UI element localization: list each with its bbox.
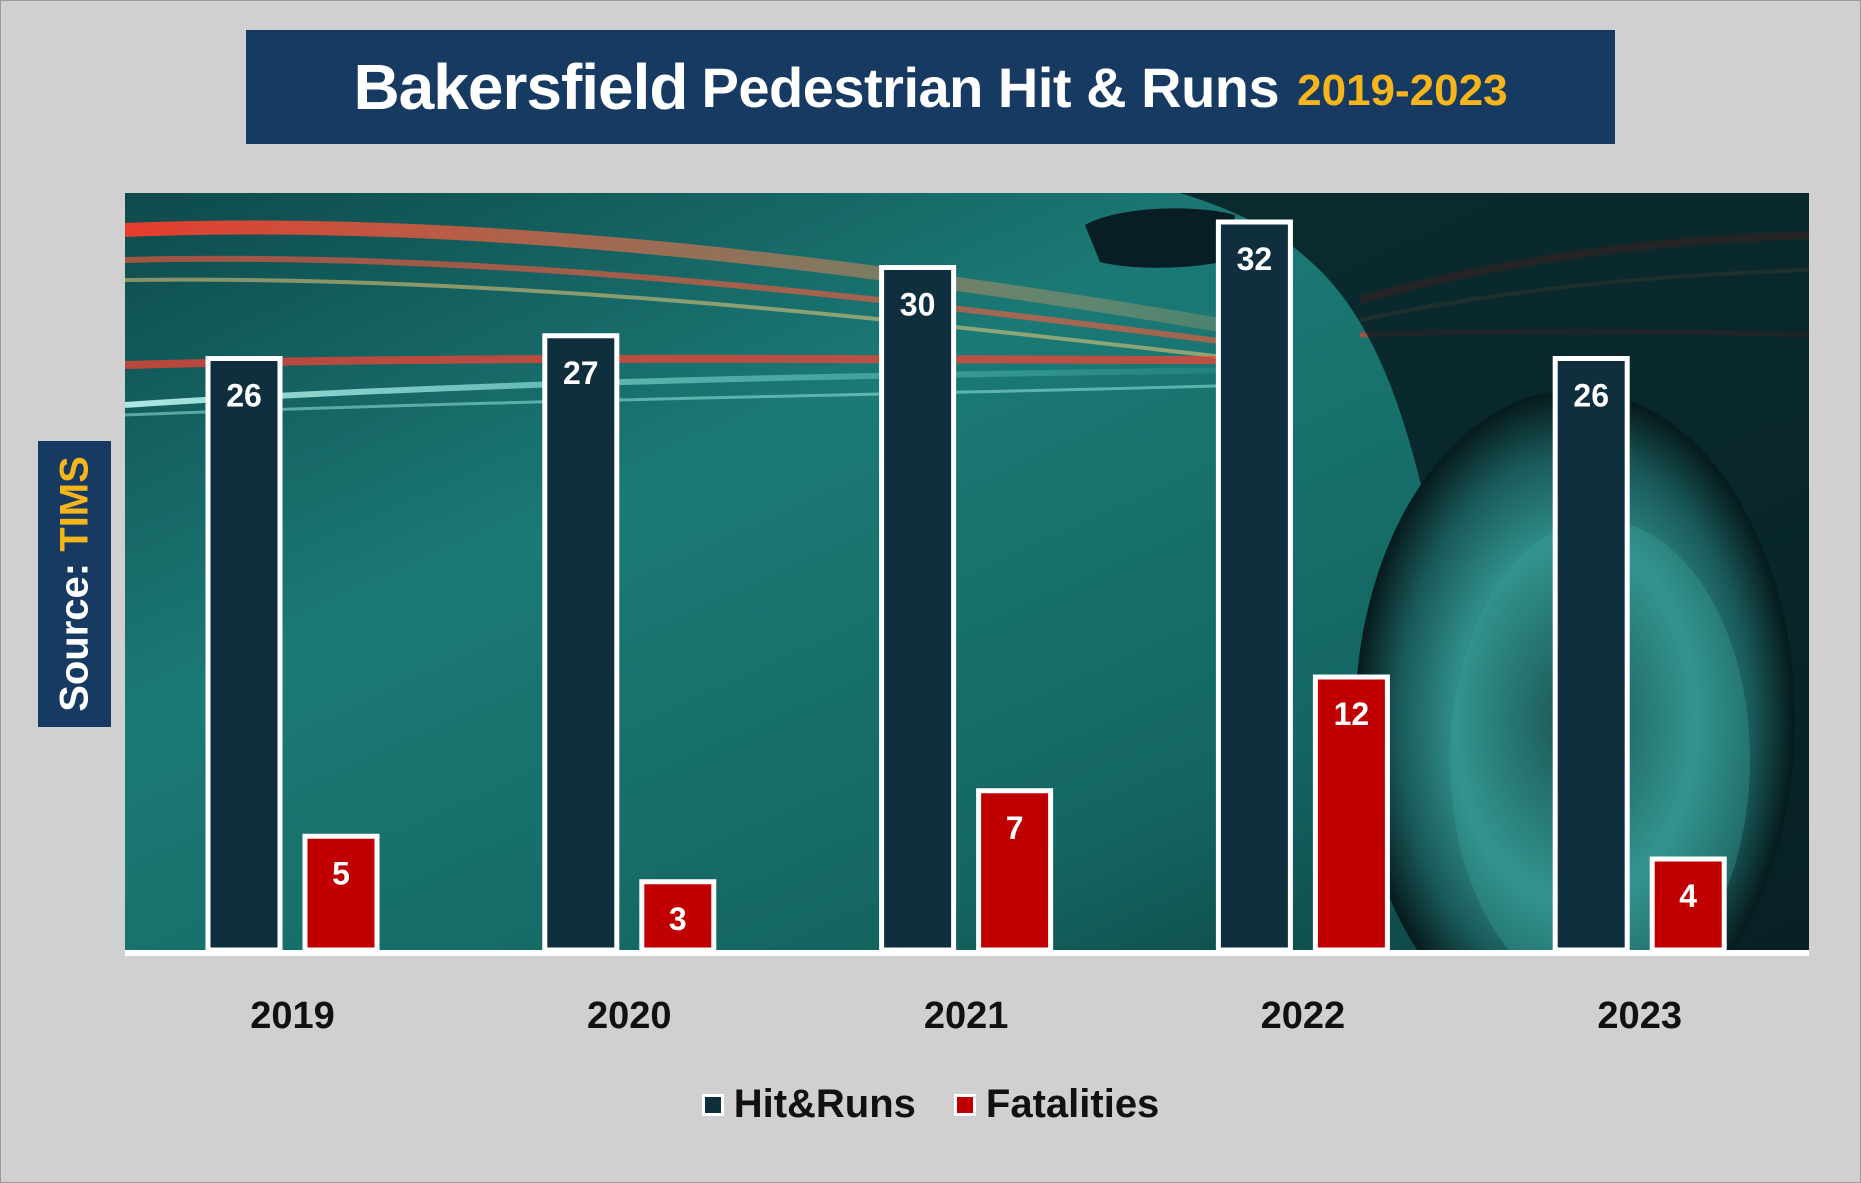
bar-hit-runs-2019 xyxy=(205,356,283,953)
bar-hit-runs-2023 xyxy=(1552,356,1630,953)
legend-item-fatalities: Fatalities xyxy=(953,1082,1160,1127)
legend-label-fatalities: Fatalities xyxy=(985,1082,1160,1126)
bars-layer: 26 5 27 3 30 7 32 12 26 4 xyxy=(205,219,1727,953)
legend-swatch-fatalities xyxy=(953,1093,976,1116)
title-city: Bakersfield xyxy=(353,51,688,123)
source-badge: Source: TIMS xyxy=(38,441,111,727)
bar-hit-runs-2020 xyxy=(542,333,620,953)
data-label-hit-runs-2019: 26 xyxy=(226,378,262,414)
x-tick-label-2022: 2022 xyxy=(1261,995,1346,1037)
data-label-fatalities-2022: 12 xyxy=(1334,696,1370,732)
data-label-hit-runs-2021: 30 xyxy=(900,287,936,323)
data-label-hit-runs-2023: 26 xyxy=(1573,378,1609,414)
x-tick-label-2021: 2021 xyxy=(924,995,1009,1037)
bar-fatalities-2021 xyxy=(976,788,1054,953)
title-rest: Pedestrian Hit & Runs xyxy=(701,55,1280,119)
x-tick-label-2023: 2023 xyxy=(1597,995,1682,1037)
bar-fatalities-2020 xyxy=(639,879,717,953)
legend-label-hit-runs: Hit&Runs xyxy=(733,1082,916,1126)
bar-hit-runs-2021 xyxy=(879,265,957,953)
chart-title: Bakersfield Pedestrian Hit & Runs 2019-2… xyxy=(246,30,1615,144)
data-label-hit-runs-2022: 32 xyxy=(1237,241,1273,277)
legend-item-hit-runs: Hit&Runs xyxy=(701,1082,916,1127)
data-label-hit-runs-2020: 27 xyxy=(563,355,599,391)
data-label-fatalities-2019: 5 xyxy=(332,855,350,891)
legend: Hit&Runs Fatalities xyxy=(0,1082,1861,1127)
title-years: 2019-2023 xyxy=(1297,66,1508,115)
data-label-fatalities-2023: 4 xyxy=(1679,878,1697,914)
x-axis-labels: 2019 2020 2021 2022 2023 xyxy=(250,995,1682,1037)
legend-swatch-hit-runs xyxy=(701,1093,724,1116)
bar-hit-runs-2022 xyxy=(1215,219,1293,953)
x-tick-label-2020: 2020 xyxy=(587,995,672,1037)
data-label-fatalities-2021: 7 xyxy=(1006,810,1024,846)
bar-fatalities-2019 xyxy=(302,833,380,953)
x-tick-label-2019: 2019 xyxy=(250,995,335,1037)
data-label-fatalities-2020: 3 xyxy=(669,901,687,937)
